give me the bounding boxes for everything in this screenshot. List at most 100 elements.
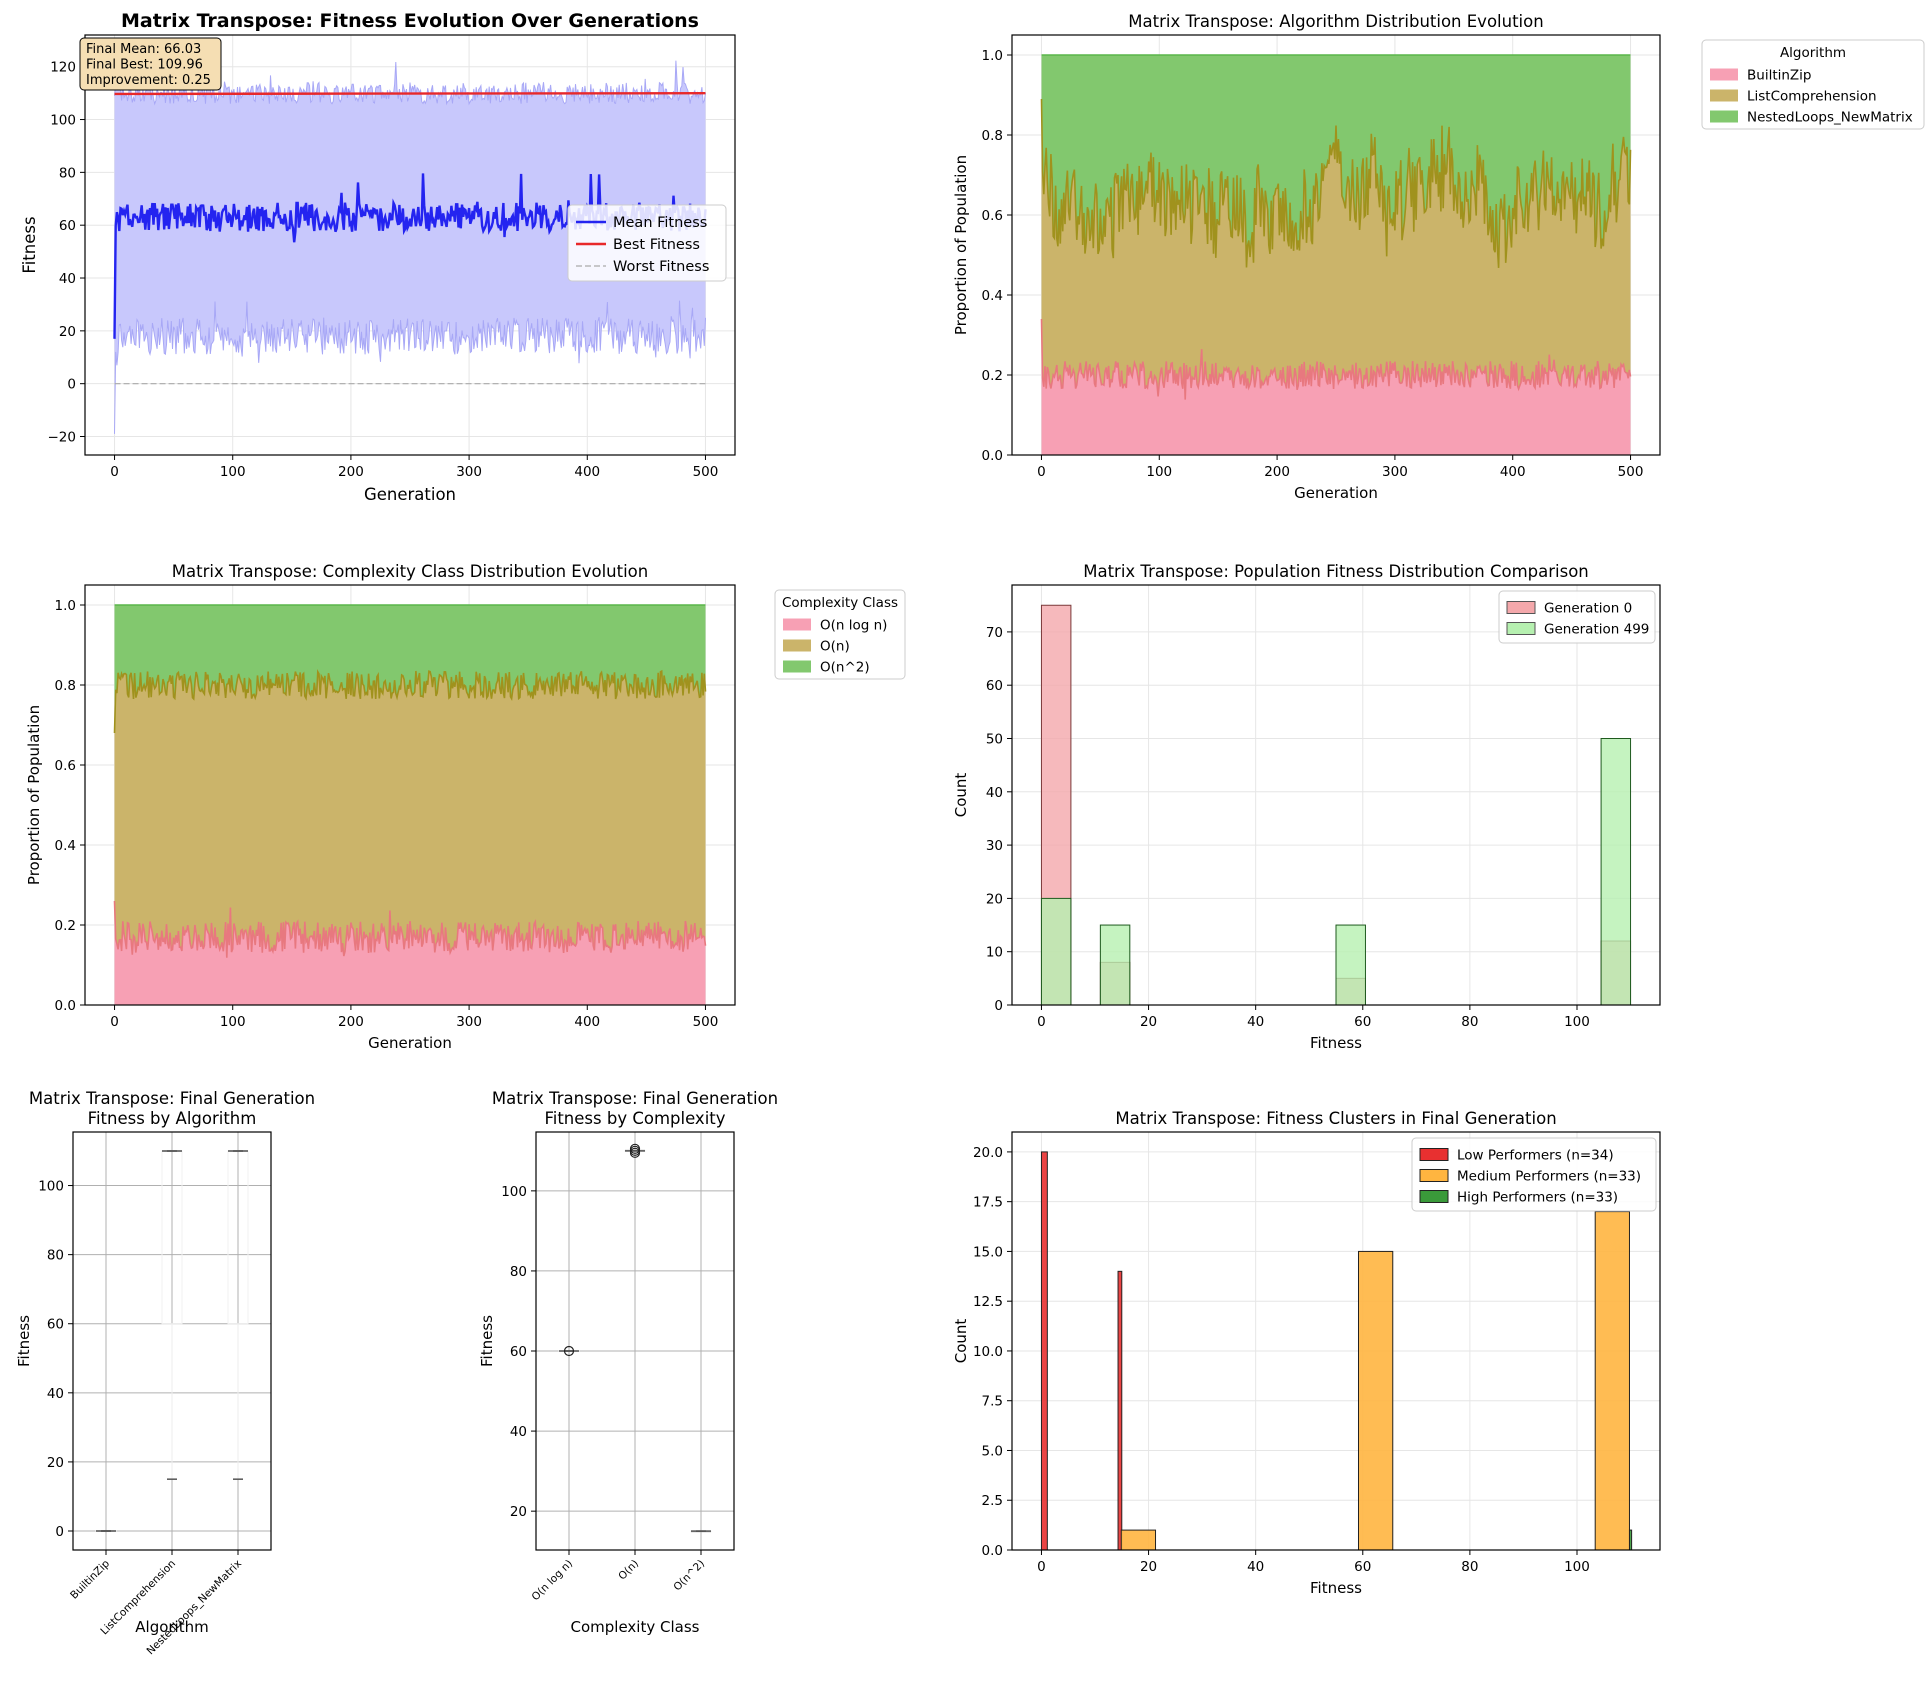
box-nestedloops_newmatrix [227,1150,249,1480]
y-tick-label: 12.5 [973,1294,1003,1310]
y-tick-label: 20 [510,1504,527,1520]
panel-3: 0.0 0.2 0.4 0.6 0.8 1.0 0 100 200 300 400 500 Matrix… [25,562,906,1052]
y-tick-label: 80 [47,1248,64,1264]
panel-7: 0.0 2.5 5.0 7.5 10.0 12.5 15.0 17.5 20.0 0 20 40 60 8… [952,1109,1661,1597]
x-tick-label: 200 [1264,464,1290,480]
x-tick-label: 400 [574,1014,600,1030]
y-tick-label: 0.2 [55,918,76,934]
x-tick-label: 20 [1140,1014,1157,1030]
y-tick-label: 0.2 [982,368,1003,384]
y-tick-label: 60 [47,1317,64,1333]
x-tick-label: 60 [1354,1014,1371,1030]
legend-label: Medium Performers (n=33) [1457,1169,1641,1185]
legend-label: ListComprehension [1747,89,1877,105]
y-tick-label: 40 [47,1386,64,1402]
area-edge-mid [1040,98,1632,268]
histogram-bar [1335,924,1366,1005]
y-tick-label: 60 [510,1344,527,1360]
legend-box [1498,590,1656,644]
y-tick-label: 0.8 [982,128,1003,144]
legend-box [567,204,727,282]
chart-title: Matrix Transpose: Final Generation [29,1089,315,1108]
y-tick-label: 100 [501,1184,527,1200]
legend: Low Performers (n=34) Medium Performers (… [1411,1137,1657,1212]
legend-label: O(n) [820,639,850,655]
panel-4: 0 10 20 30 40 50 60 70 0 20 40 60 80 100 Matrix Transp… [952,562,1661,1052]
y-axis-label: Count [952,773,970,818]
x-tick-label: 100 [1564,1014,1590,1030]
area-edge-low [113,900,707,958]
cluster-bar [1594,1211,1630,1550]
outlier-marker [629,1143,641,1154]
legend-swatch [1419,1190,1449,1203]
legend-label: Low Performers (n=34) [1457,1148,1614,1164]
x-tick-label: 200 [338,1014,364,1030]
x-tick-label: 40 [1247,1014,1264,1030]
y-axis-label: Fitness [478,1315,496,1367]
y-tick-label: 40 [986,785,1003,801]
x-tick-label: 500 [693,464,719,480]
y-tick-label: 30 [986,838,1003,854]
y-tick-label: 120 [50,60,76,76]
cluster-bar [1040,1151,1048,1550]
y-axis-label: Proportion of Population [952,155,970,335]
legend-swatch [1710,89,1738,102]
legend-box [774,589,906,680]
legend-label: O(n^2) [820,660,870,676]
legend-label: Generation 499 [1544,622,1649,638]
cluster-bar [1120,1529,1157,1550]
legend-swatch [1710,110,1738,123]
y-tick-label: −20 [48,430,77,446]
chart-title: Matrix Transpose: Final Generation [492,1089,778,1108]
panel-5: 0 20 40 60 80 100 Matrix Transpose: Final Gene… [15,1089,315,1657]
legend-label: Worst Fitness [613,259,709,275]
legend-swatch [1419,1148,1449,1161]
legend-swatch [1506,601,1536,614]
y-tick-label: 20 [59,324,76,340]
x-tick-label: 0 [1037,464,1046,480]
legend-label: Best Fitness [613,237,700,253]
legend-title: Complexity Class [782,595,898,611]
plot-content [1012,585,1660,1005]
chart-title: Fitness by Algorithm [88,1109,257,1128]
y-tick-label: 40 [510,1424,527,1440]
plot-content [85,585,735,1005]
x-tick-label: 400 [1500,464,1526,480]
x-tick-label: O(n) [616,1558,641,1583]
x-axis-label: Generation [364,485,456,504]
x-axis-label: Generation [368,1034,452,1052]
legend-swatch [1506,622,1536,635]
y-tick-label: 0.0 [982,1543,1003,1559]
y-tick-label: 100 [50,113,76,129]
x-tick-label: 300 [456,1014,482,1030]
area-builtinzip [1041,319,1631,455]
y-tick-label: 15.0 [973,1244,1003,1260]
x-tick-label: 500 [693,1014,719,1030]
legend-title: Algorithm [1780,45,1846,61]
y-tick-label: 0 [67,377,76,393]
best-fitness-line [114,92,706,96]
legend: Complexity Class O(n log n) O(n) O(n^2) [774,589,906,680]
y-tick-label: 20.0 [973,1145,1003,1161]
x-axis-label: Algorithm [135,1618,208,1636]
x-tick-label: 100 [220,1014,246,1030]
x-tick-label: 100 [1146,464,1172,480]
legend: Generation 0 Generation 499 [1498,590,1656,644]
y-axis-label: Proportion of Population [25,705,43,885]
box-o(n log n) [558,1345,580,1357]
area-edge-mid [113,669,707,734]
legend-label: High Performers (n=33) [1457,1190,1618,1206]
x-tick-label: 300 [1382,464,1408,480]
panel-6: 20 40 60 80 100 Matrix Transpose: Final Gener… [478,1089,778,1636]
legend-box [1701,39,1925,130]
legend-swatch [783,660,811,673]
plot-content [1012,1132,1660,1550]
x-tick-label: 0 [110,1014,119,1030]
box-o(n^2) [690,1530,712,1533]
y-tick-label: 0.4 [982,288,1003,304]
box-listcomprehension [161,1150,183,1480]
legend-swatch [1710,68,1738,81]
x-tick-label: O(n^2) [671,1558,707,1594]
y-tick-label: 60 [986,678,1003,694]
